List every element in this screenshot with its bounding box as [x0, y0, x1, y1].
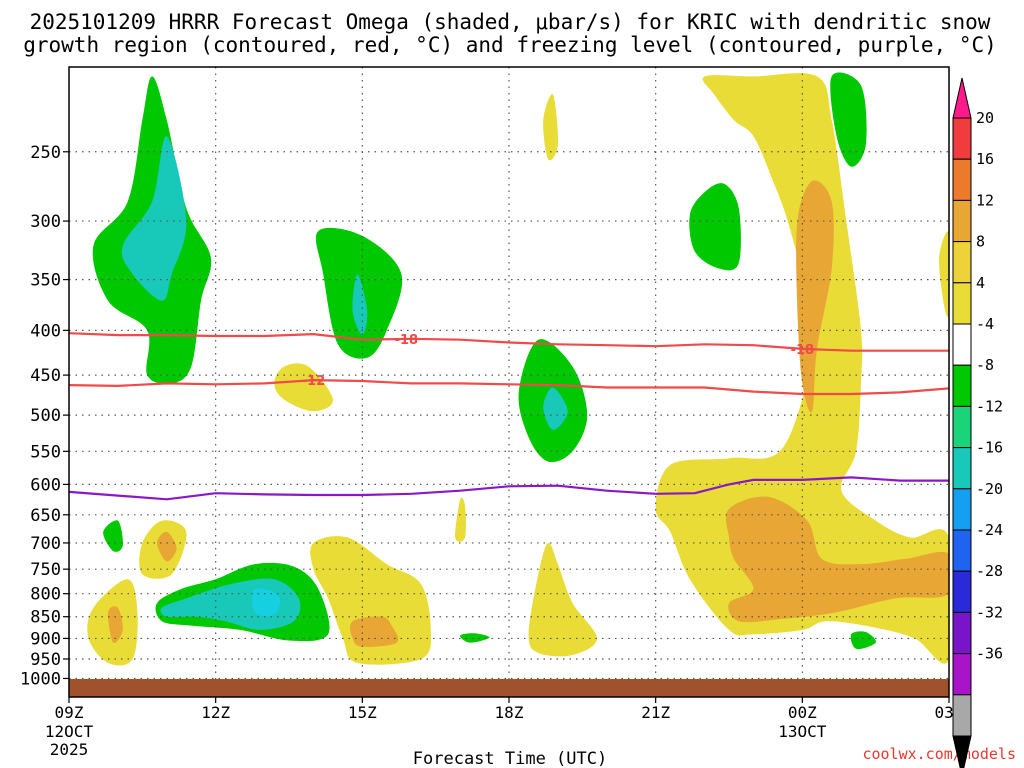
y-tick-label: 300	[30, 212, 61, 232]
colorbar-swatch	[952, 488, 972, 531]
x-tick-date: 12OCT	[45, 722, 94, 741]
isotherm-minus-12-line	[69, 378, 949, 396]
y-tick-label: 800	[30, 585, 61, 605]
colorbar-swatch	[952, 117, 972, 160]
x-tick-label: 15Z	[348, 703, 377, 722]
colorbar: 20 16 12 8 4 -4 -8 -12 -16 -20 -24 -28 -32 -36	[952, 77, 1003, 768]
isotherm-minus-18-label: -18	[395, 333, 419, 348]
downward-motion-10	[939, 231, 949, 317]
upward-motion-3-core	[543, 387, 568, 431]
upward-motion-6	[103, 520, 123, 552]
colorbar-swatch	[952, 570, 972, 613]
x-tick-date: 13OCT	[778, 722, 827, 741]
colorbar-label: 12	[976, 191, 994, 209]
colorbar-label: -36	[976, 645, 1003, 663]
colorbar-swatch	[952, 158, 972, 201]
downward-motion-8	[310, 536, 431, 665]
colorbar-label: 8	[976, 233, 985, 251]
colorbar-label: -28	[976, 562, 1003, 580]
downward-motion-9	[528, 542, 597, 657]
chart-title-line-1: 2025101209 HRRR Forecast Omega (shaded, …	[30, 10, 991, 34]
pressure-axis: 2503003504004505005506006507007508008509…	[20, 143, 69, 689]
x-axis-label: Forecast Time (UTC)	[413, 749, 607, 768]
colorbar-label: -32	[976, 603, 1003, 621]
colorbar-swatch	[952, 529, 972, 572]
y-tick-label: 650	[30, 506, 61, 526]
omega-shading	[87, 72, 949, 666]
y-tick-label: 600	[30, 475, 61, 495]
downward-motion-6-core	[157, 531, 177, 562]
colorbar-label: -8	[976, 356, 994, 374]
y-tick-label: 750	[30, 560, 61, 580]
colorbar-swatch	[952, 611, 972, 655]
y-tick-label: 350	[30, 271, 61, 291]
y-tick-label: 500	[30, 406, 61, 426]
colorbar-label: -12	[976, 397, 1003, 415]
colorbar-label: -16	[976, 439, 1003, 457]
credit-text: coolwx.com/models	[862, 745, 1016, 763]
isotherm-minus-18-line	[69, 332, 949, 352]
x-tick-year: 2025	[50, 740, 89, 759]
colorbar-swatch	[952, 364, 972, 407]
downward-motion-5	[455, 497, 466, 542]
colorbar-label: 4	[976, 274, 985, 292]
isotherm-minus-12-label: -12	[302, 374, 326, 389]
y-tick-label: 950	[30, 650, 61, 670]
colorbar-top-arrow	[952, 77, 972, 119]
colorbar-swatch	[952, 241, 972, 284]
upward-motion-8	[460, 633, 490, 643]
chart-title-line-2: growth region (contoured, red, °C) and f…	[23, 33, 997, 57]
colorbar-label: -20	[976, 480, 1003, 498]
y-tick-label: 900	[30, 629, 61, 649]
temperature-contours: -18 -18 -12	[69, 332, 949, 501]
colorbar-label: -24	[976, 521, 1003, 539]
colorbar-label: 20	[976, 109, 994, 127]
y-tick-label: 850	[30, 608, 61, 628]
y-tick-label: 400	[30, 321, 61, 341]
colorbar-swatch	[952, 447, 972, 490]
x-tick-label: 09Z	[55, 703, 84, 722]
y-tick-label: 1000	[20, 669, 61, 689]
downward-motion-2-core	[725, 496, 949, 623]
y-tick-label: 700	[30, 534, 61, 554]
upward-motion-2-core	[352, 274, 368, 336]
colorbar-label: -4	[976, 315, 994, 333]
upward-motion-4	[689, 183, 741, 271]
upward-motion-5	[830, 72, 867, 167]
colorbar-swatch	[952, 323, 972, 366]
downward-motion-3	[274, 363, 334, 412]
downward-motion-7-core	[107, 606, 123, 644]
y-tick-label: 550	[30, 442, 61, 462]
colorbar-swatch	[952, 282, 972, 325]
colorbar-bottom-arrow	[952, 735, 972, 768]
ground-below-surface	[69, 679, 949, 697]
x-tick-label: 12Z	[201, 703, 230, 722]
x-tick-label: 00Z	[788, 703, 817, 722]
freezing-level-line	[69, 476, 949, 501]
x-tick-label: 18Z	[495, 703, 524, 722]
colorbar-swatch	[952, 405, 972, 449]
downward-motion-4	[543, 93, 559, 161]
gridlines	[69, 67, 949, 697]
upward-motion-7-inner	[252, 588, 281, 617]
x-tick-label: 21Z	[641, 703, 670, 722]
isotherm-minus-18-label: -18	[791, 343, 815, 358]
upward-motion-9	[850, 631, 876, 650]
colorbar-swatch	[952, 199, 972, 243]
colorbar-swatch	[952, 694, 972, 737]
y-tick-label: 250	[30, 143, 61, 163]
colorbar-swatch	[952, 653, 972, 696]
upward-motion-1-core	[121, 136, 187, 301]
colorbar-label: 16	[976, 150, 994, 168]
downward-motion-1-core	[796, 180, 834, 413]
y-tick-label: 450	[30, 366, 61, 386]
